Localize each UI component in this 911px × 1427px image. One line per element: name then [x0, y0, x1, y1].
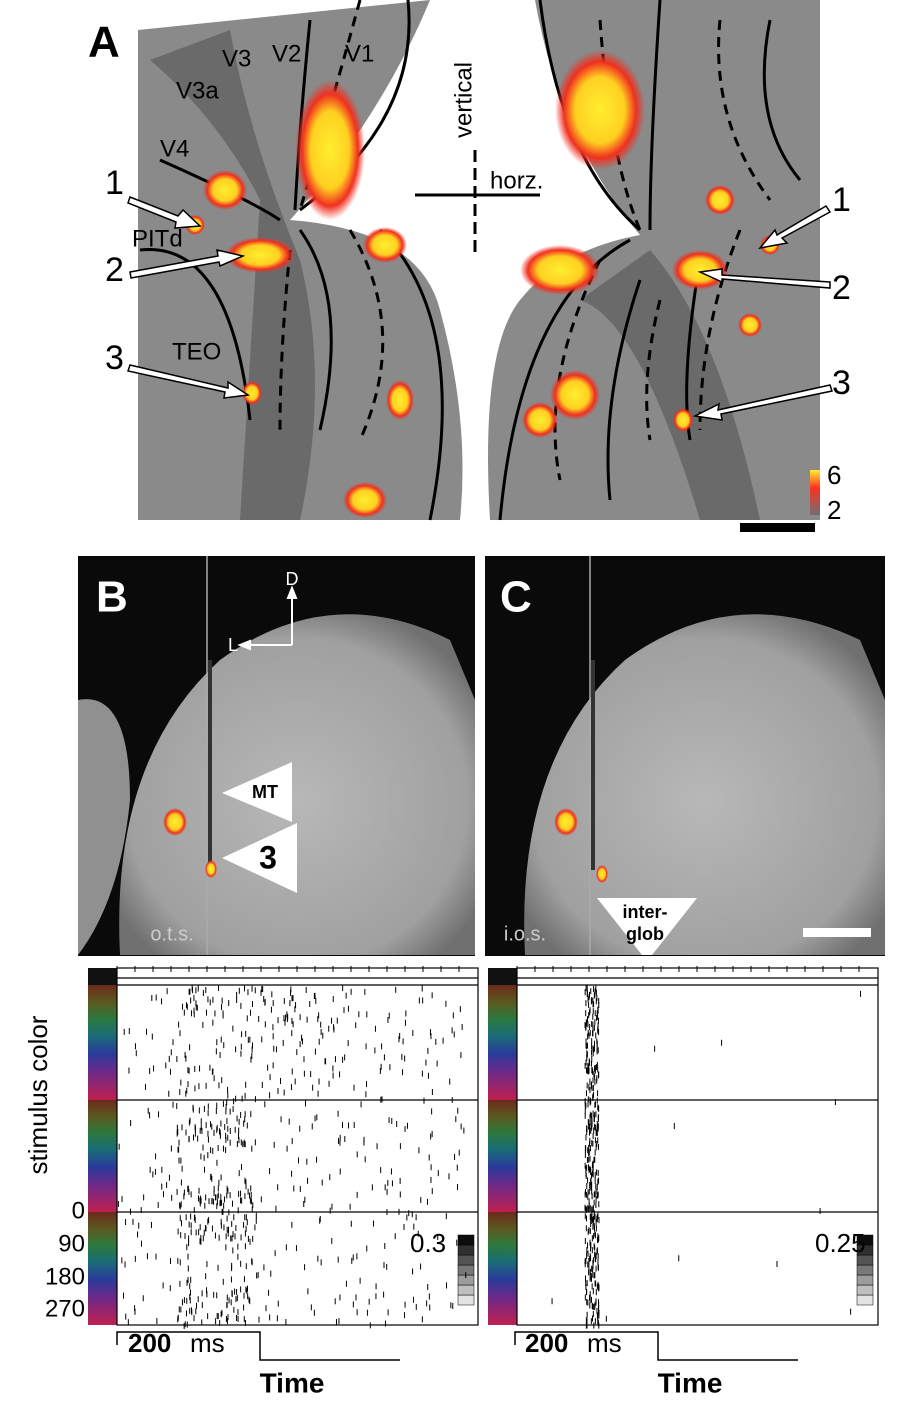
axis-label: L — [228, 635, 238, 655]
colorbar-max: 6 — [827, 460, 841, 490]
density-scale — [457, 1244, 475, 1256]
dark-sulcus — [580, 250, 760, 520]
panel-b: B D L MT 3 o.t.s. — [78, 556, 476, 956]
colorbar-min: 2 — [827, 495, 841, 525]
time-bar — [116, 1331, 400, 1361]
area-label: V2 — [272, 40, 301, 67]
angle-label: 270 — [45, 1295, 85, 1322]
region-label: TEO — [172, 338, 221, 365]
color-key — [88, 968, 117, 985]
interglob-label: glob — [626, 924, 664, 944]
mt-label: MT — [252, 782, 278, 802]
angle-label: 180 — [45, 1263, 85, 1290]
density-scale — [856, 1294, 874, 1306]
area-labels: V3 V2 V1 V3a V4 vertical horz. PITd TEO — [132, 40, 543, 365]
activation — [185, 50, 780, 518]
density-scale — [856, 1284, 874, 1296]
y-axis-label: stimulus color — [23, 1015, 53, 1174]
color-scale — [810, 470, 820, 515]
marker: 3 — [832, 364, 851, 402]
vertical-label: vertical — [450, 62, 477, 138]
marker: 2 — [832, 269, 851, 307]
density-scale — [856, 1274, 874, 1286]
x-axis-label: Time — [658, 1367, 723, 1398]
time-bar-label: ms — [190, 1328, 225, 1358]
scale-bar — [740, 523, 815, 532]
marker: 2 — [105, 251, 124, 289]
raster-frame — [516, 967, 879, 1326]
density-scale — [457, 1284, 475, 1296]
angle-label: 90 — [58, 1230, 85, 1257]
area-label: V3 — [222, 45, 251, 72]
marker: 1 — [832, 181, 851, 219]
area-label: V4 — [160, 135, 189, 162]
x-axis-label: Time — [260, 1367, 325, 1398]
color-key — [88, 985, 117, 1100]
region-label: PITd — [132, 225, 183, 252]
meridian-cross — [415, 150, 540, 255]
time-bar-label: 200 — [525, 1328, 568, 1358]
area-label: V1 — [345, 40, 374, 67]
scale-label: 0.3 — [410, 1228, 446, 1258]
panel-label: C — [500, 573, 532, 622]
panel-a: A V3 V2 V1 V3a V4 vertical horz. PITd TE… — [88, 0, 851, 532]
interglob-label: inter- — [623, 902, 668, 922]
area-label: V3a — [176, 77, 219, 104]
density-scale — [856, 1264, 874, 1276]
sulcus-label: i.o.s. — [504, 923, 546, 945]
angle-label: 0 — [72, 1197, 85, 1224]
density-scale — [856, 1234, 874, 1246]
panel-c: C i.o.s. inter- glob — [485, 556, 885, 956]
dark-sulcus — [150, 30, 315, 520]
marker: 3 — [259, 839, 277, 875]
rasters: stimulus color 0 90 180 270 0.3 0.25 200… — [23, 966, 879, 1398]
sulcus-label: o.t.s. — [150, 923, 193, 945]
panel-label: B — [96, 573, 128, 622]
time-bar-label: 200 — [128, 1328, 171, 1358]
density-scale — [457, 1234, 475, 1246]
marker: 1 — [105, 164, 124, 202]
color-key — [488, 968, 517, 985]
density-scale — [457, 1254, 475, 1266]
axis-label: D — [286, 569, 299, 589]
panel-label: A — [88, 18, 120, 67]
color-key — [488, 1100, 517, 1212]
color-key — [88, 1212, 117, 1325]
markers: 1 2 3 1 2 3 — [105, 164, 851, 402]
color-key — [488, 1212, 517, 1325]
color-key — [488, 985, 517, 1100]
arrows — [127, 196, 833, 421]
color-key — [88, 1100, 117, 1212]
marker: 3 — [105, 339, 124, 377]
scale-label: 0.25 — [815, 1228, 866, 1258]
horizontal-label: horz. — [490, 167, 543, 194]
raster-frame — [116, 967, 479, 1326]
time-bar-label: ms — [587, 1328, 622, 1358]
density-scale — [457, 1294, 475, 1306]
time-bar — [514, 1331, 798, 1361]
